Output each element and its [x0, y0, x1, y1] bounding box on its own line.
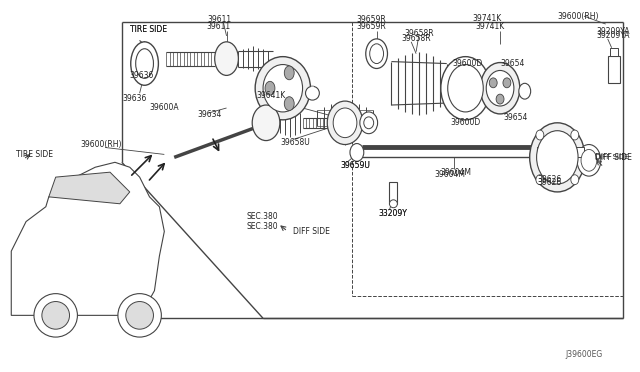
Text: 39611: 39611 — [207, 22, 230, 31]
Ellipse shape — [441, 57, 490, 120]
Ellipse shape — [366, 39, 387, 68]
Ellipse shape — [333, 108, 357, 138]
Text: 39659U: 39659U — [340, 161, 370, 170]
Text: SEC.380: SEC.380 — [246, 222, 278, 231]
Ellipse shape — [489, 78, 497, 88]
Text: 39634: 39634 — [197, 110, 221, 119]
Ellipse shape — [571, 130, 579, 140]
Ellipse shape — [496, 94, 504, 104]
Bar — [608, 56, 620, 83]
Text: TIRE SIDE: TIRE SIDE — [130, 25, 167, 35]
Text: 39658U: 39658U — [281, 138, 310, 147]
Ellipse shape — [571, 175, 579, 185]
Text: 39659R: 39659R — [357, 22, 387, 31]
Text: 39636: 39636 — [122, 94, 147, 103]
Ellipse shape — [536, 131, 578, 184]
Ellipse shape — [131, 42, 158, 85]
Ellipse shape — [448, 64, 483, 112]
Text: 39659U: 39659U — [340, 161, 370, 170]
Text: TIRE SIDE: TIRE SIDE — [16, 150, 53, 159]
Ellipse shape — [136, 49, 154, 78]
Ellipse shape — [214, 42, 238, 76]
Text: 39741K: 39741K — [476, 22, 505, 31]
Ellipse shape — [327, 101, 363, 145]
Ellipse shape — [263, 64, 303, 112]
Ellipse shape — [577, 145, 601, 176]
Ellipse shape — [118, 294, 161, 337]
Ellipse shape — [536, 175, 544, 185]
Ellipse shape — [370, 44, 383, 64]
Text: 33209Y: 33209Y — [379, 209, 408, 218]
Text: 39636: 39636 — [130, 71, 154, 80]
Bar — [390, 182, 397, 204]
Text: 39741K: 39741K — [472, 14, 502, 23]
Text: 39209YA: 39209YA — [597, 31, 630, 41]
Ellipse shape — [480, 62, 520, 114]
Ellipse shape — [42, 302, 70, 329]
Ellipse shape — [284, 66, 294, 80]
Text: 39600D: 39600D — [451, 118, 481, 127]
Text: 39600(RH): 39600(RH) — [81, 140, 122, 149]
Ellipse shape — [265, 81, 275, 95]
Bar — [610, 48, 618, 56]
Text: 39659R: 39659R — [357, 15, 387, 23]
Text: 39600D: 39600D — [452, 59, 483, 68]
Polygon shape — [12, 162, 164, 315]
Ellipse shape — [530, 123, 585, 192]
Ellipse shape — [350, 144, 364, 161]
Text: 39626: 39626 — [538, 177, 562, 186]
Ellipse shape — [390, 200, 397, 208]
Ellipse shape — [486, 70, 514, 106]
Ellipse shape — [581, 150, 597, 171]
Text: J39600EG: J39600EG — [565, 350, 603, 359]
Ellipse shape — [252, 105, 280, 141]
Text: 39626: 39626 — [538, 174, 562, 184]
Text: 33209Y: 33209Y — [379, 209, 408, 218]
Text: 39209YA: 39209YA — [597, 28, 630, 36]
Bar — [536, 147, 584, 157]
Ellipse shape — [364, 117, 374, 129]
Text: SEC.380: SEC.380 — [246, 212, 278, 221]
Text: 39600A: 39600A — [150, 103, 179, 112]
Text: DIFF SIDE: DIFF SIDE — [595, 153, 632, 162]
Text: 39641K: 39641K — [256, 91, 285, 100]
Ellipse shape — [126, 302, 154, 329]
Text: 39604M: 39604M — [435, 170, 466, 179]
Text: 39611: 39611 — [207, 15, 232, 23]
Ellipse shape — [305, 86, 319, 100]
Text: DIFF SIDE: DIFF SIDE — [595, 154, 628, 160]
Polygon shape — [49, 172, 130, 204]
Ellipse shape — [360, 112, 378, 134]
Text: 39658R: 39658R — [404, 29, 434, 38]
Text: 39600(RH): 39600(RH) — [557, 12, 599, 21]
Text: DIFF SIDE: DIFF SIDE — [292, 227, 330, 236]
Ellipse shape — [503, 78, 511, 88]
Text: TIRE SIDE: TIRE SIDE — [130, 25, 167, 35]
Text: 39604M: 39604M — [441, 168, 472, 177]
Text: 39654: 39654 — [500, 59, 524, 68]
Ellipse shape — [536, 130, 544, 140]
Ellipse shape — [284, 97, 294, 110]
Text: 39658R: 39658R — [401, 34, 431, 44]
Ellipse shape — [519, 83, 531, 99]
Ellipse shape — [34, 294, 77, 337]
Text: 39654: 39654 — [503, 113, 527, 122]
Ellipse shape — [255, 57, 310, 120]
